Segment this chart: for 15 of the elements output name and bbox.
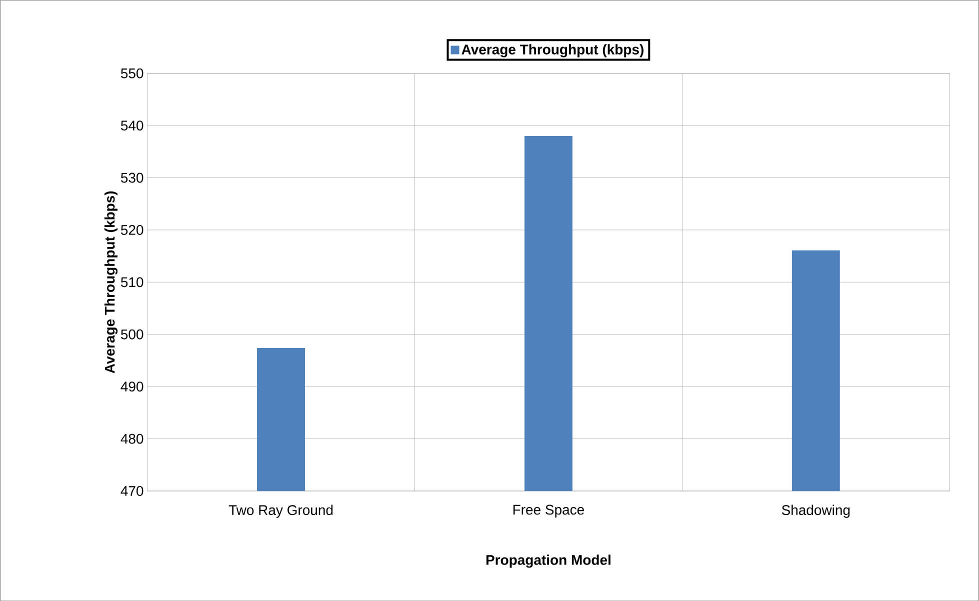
- x-tick-label: Two Ray Ground: [228, 504, 333, 518]
- y-tick-label: 490: [120, 381, 144, 392]
- x-tick-label: Shadowing: [782, 504, 850, 518]
- y-tick-label: 470: [120, 486, 144, 496]
- y-tick-label: 520: [120, 224, 144, 235]
- x-axis-title: Propagation Model: [486, 554, 610, 568]
- y-axis-title: Average Throughput (kbps): [104, 191, 118, 374]
- y-tick-label: 540: [120, 120, 144, 130]
- y-tick-label: 510: [120, 277, 144, 287]
- y-tick-label: 550: [120, 68, 144, 78]
- y-tick-label: 530: [120, 172, 144, 183]
- x-tick-label: Free Space: [513, 504, 584, 518]
- legend-label: Average Throughput (kbps): [462, 44, 644, 58]
- y-tick-label: 480: [120, 434, 144, 444]
- y-tick-label: 500: [120, 329, 144, 340]
